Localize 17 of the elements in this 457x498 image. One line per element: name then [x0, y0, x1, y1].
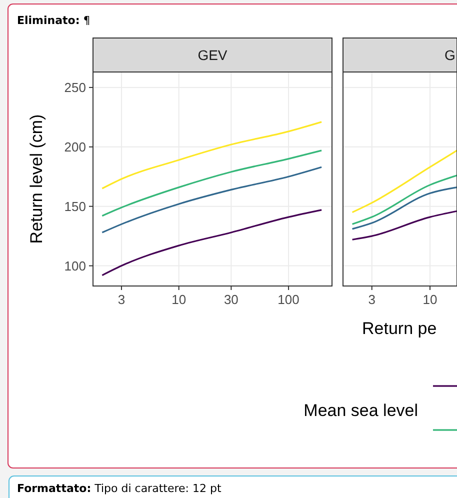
x-tick-label: 100: [278, 292, 300, 307]
chart-title: GEV: [198, 47, 228, 63]
x-tick-label: 3: [118, 292, 126, 307]
chart-title: G: [444, 47, 456, 63]
text: Eliminato: ¶: [17, 14, 90, 27]
y-tick-label: 100: [64, 258, 86, 274]
x-tick-label: 30: [224, 292, 238, 307]
x-tick-label: 10: [422, 292, 438, 307]
y-tick-label: 200: [64, 139, 86, 154]
x-tick-label: 10: [172, 292, 186, 307]
legend-title: Mean sea level: [304, 401, 418, 420]
y-tick-label: 250: [64, 80, 86, 96]
y-tick-label: 150: [64, 198, 86, 214]
y-axis-title: Return level (cm): [27, 114, 46, 244]
x-axis-title: Return pe: [362, 319, 437, 338]
text: Formattato: Tipo di carattere: 12 pt: [17, 482, 222, 495]
x-tick-label: 3: [368, 292, 376, 307]
